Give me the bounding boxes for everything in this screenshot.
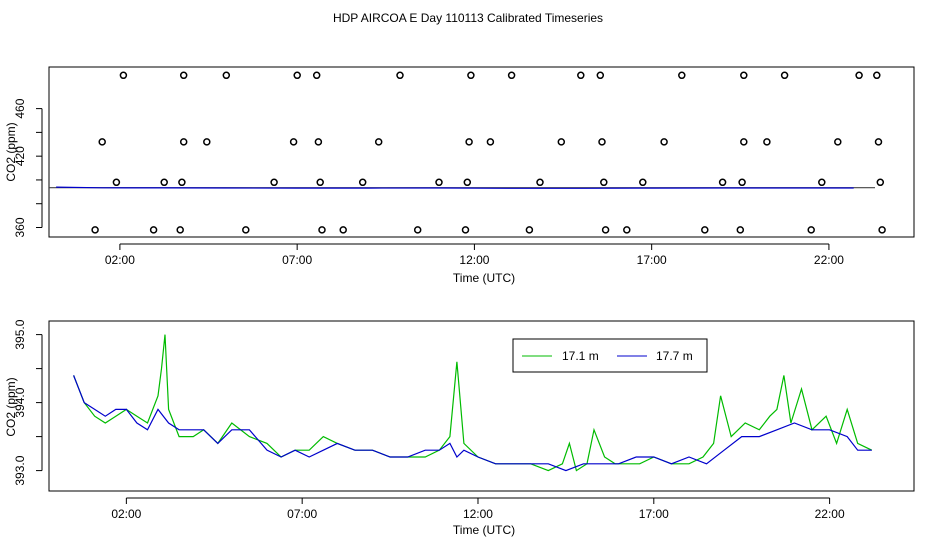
scatter-point <box>834 138 842 146</box>
top-y-tick-label: 460 <box>13 98 27 118</box>
scatter-point <box>465 138 473 146</box>
bottom-y-axis-label: CO2 (ppm) <box>4 377 18 436</box>
scatter-point <box>878 226 886 234</box>
top-series-line-1 <box>56 186 854 189</box>
top-plot-frame <box>48 66 915 238</box>
bottom-y-tick-label: 394.0 <box>13 387 27 417</box>
scatter-point <box>598 138 606 146</box>
scatter-point <box>312 71 321 80</box>
scatter-point <box>160 178 168 187</box>
top-y-axis: 360 420 460 <box>13 98 43 238</box>
scatter-point <box>740 138 748 146</box>
scatter-point <box>222 71 231 80</box>
scatter-point <box>807 226 815 234</box>
scatter-point <box>557 138 566 146</box>
scatter-point <box>736 226 745 234</box>
scatter-point <box>318 226 326 234</box>
scatter-point <box>374 138 383 146</box>
scatter-point <box>119 71 128 80</box>
scatter-point <box>818 178 826 187</box>
top-x-tick-label: 12:00 <box>459 253 489 267</box>
scatter-point <box>763 138 771 146</box>
scatter-point <box>203 138 211 146</box>
bottom-x-tick-label: 12:00 <box>463 507 493 521</box>
scatter-point <box>242 226 250 234</box>
top-y-tick-label: 360 <box>13 217 27 237</box>
figure-title: HDP AIRCOA E Day 110113 Calibrated Times… <box>333 11 603 25</box>
scatter-point <box>855 71 863 80</box>
top-plot-marks <box>49 71 886 234</box>
bottom-y-axis: 393.0 394.0 395.0 <box>13 319 43 486</box>
bottom-x-axis: 02:00 07:00 12:00 17:00 22:00 <box>111 497 845 521</box>
scatter-point <box>316 178 324 187</box>
top-x-axis-label: Time (UTC) <box>453 271 515 285</box>
bottom-x-tick-label: 22:00 <box>815 507 845 521</box>
top-x-axis: 02:00 07:00 12:00 17:00 22:00 <box>105 243 844 267</box>
scatter-point <box>623 226 631 234</box>
scatter-point <box>718 178 727 187</box>
scatter-point <box>112 178 121 187</box>
scatter-point <box>396 71 404 80</box>
scatter-point <box>639 178 647 187</box>
scatter-point <box>289 138 298 146</box>
scatter-point <box>678 71 686 80</box>
legend: 17.1 m 17.7 m <box>512 338 708 373</box>
scatter-point <box>876 178 885 187</box>
top-panel: 02:00 07:00 12:00 17:00 22:00 360 420 460 Time… <box>4 66 915 285</box>
scatter-point <box>98 138 106 146</box>
bottom-y-tick-label: 395.0 <box>13 319 27 349</box>
top-x-tick-label: 22:00 <box>814 253 844 267</box>
scatter-point <box>467 71 475 80</box>
scatter-point <box>149 226 158 234</box>
bottom-series-line-0 <box>73 334 873 472</box>
scatter-point <box>461 226 470 234</box>
scatter-point <box>293 71 301 80</box>
scatter-point <box>486 138 495 146</box>
scatter-point <box>701 226 709 234</box>
scatter-point <box>577 71 585 80</box>
bottom-x-tick-label: 07:00 <box>287 507 317 521</box>
bottom-plot-marks <box>73 334 873 472</box>
scatter-point <box>738 178 746 187</box>
bottom-series-line-1 <box>73 375 872 472</box>
scatter-point <box>314 138 323 146</box>
scatter-point <box>740 71 748 80</box>
top-x-tick-label: 17:00 <box>637 253 667 267</box>
scatter-point <box>873 71 881 80</box>
scatter-point <box>179 71 188 80</box>
scatter-point <box>525 226 534 234</box>
scatter-point <box>600 178 608 187</box>
scatter-point <box>596 71 605 80</box>
top-y-tick-label: 420 <box>13 146 27 166</box>
scatter-point <box>507 71 516 80</box>
scatter-point <box>176 226 184 234</box>
legend-label-17-1m: 17.1 m <box>562 349 599 363</box>
bottom-panel: 02:00 07:00 12:00 17:00 22:00 393.0 394.0 395.… <box>4 319 915 537</box>
bottom-x-axis-label: Time (UTC) <box>453 523 515 537</box>
top-x-tick-label: 07:00 <box>282 253 312 267</box>
scatter-point <box>660 138 668 146</box>
top-x-tick-label: 02:00 <box>105 253 135 267</box>
scatter-point <box>91 226 99 234</box>
scatter-point <box>536 178 544 187</box>
scatter-point <box>358 178 367 187</box>
scatter-point <box>463 178 472 187</box>
legend-label-17-7m: 17.7 m <box>656 349 693 363</box>
scatter-point <box>780 71 789 80</box>
bottom-y-tick-label: 393.0 <box>13 455 27 485</box>
scatter-point <box>270 178 278 187</box>
bottom-plot-frame <box>48 320 915 492</box>
top-y-axis-label: CO2 (ppm) <box>4 122 18 181</box>
scatter-point <box>178 178 186 187</box>
scatter-point <box>413 226 422 234</box>
bottom-x-tick-label: 17:00 <box>639 507 669 521</box>
scatter-point <box>179 138 188 146</box>
scatter-point <box>874 138 883 146</box>
scatter-point <box>601 226 610 234</box>
scatter-point <box>339 226 347 234</box>
bottom-x-tick-label: 02:00 <box>111 507 141 521</box>
scatter-point <box>435 178 443 187</box>
